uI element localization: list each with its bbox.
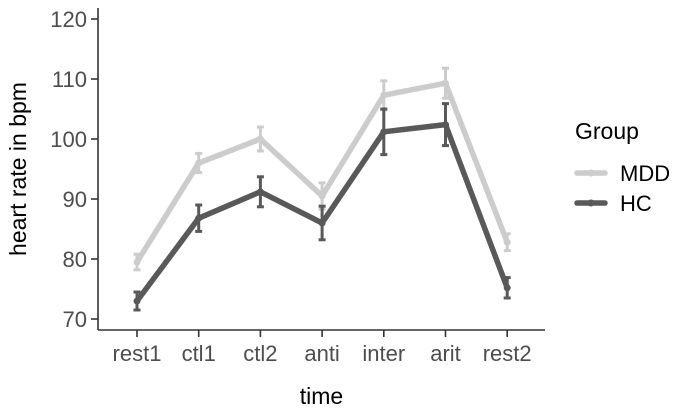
legend-label: HC [620,191,652,216]
data-point [380,128,388,136]
axes: 70 80 90 100 110 120 rest1 ctl1 ctl2 anti inter ar… [50,7,545,366]
x-tick-label: rest1 [113,341,162,366]
x-axis-title: time [300,383,343,409]
legend-items: MDD HC [574,161,670,216]
legend-label: MDD [620,161,670,186]
legend-item-hc: HC [574,191,652,216]
legend: Group MDD HC [574,118,670,216]
series-mdd [133,66,511,272]
data-point [503,284,511,292]
x-tick-label: ctl2 [243,341,277,366]
data-point [442,121,449,129]
data-point [380,91,388,99]
series-hc [133,102,511,312]
x-ticks: rest1 ctl1 ctl2 anti inter arit rest2 [113,330,532,366]
data-point [195,159,203,167]
y-axis-title: heart rate in bpm [5,82,31,256]
y-tick-label: 80 [63,247,87,272]
legend-title: Group [575,118,639,144]
y-tick-label: 90 [63,187,87,212]
data-point [503,238,511,246]
data-point [442,79,449,87]
x-tick-label: rest2 [483,341,532,366]
data-point [133,258,141,266]
y-ticks: 70 80 90 100 110 120 [50,7,98,332]
y-tick-label: 70 [63,307,87,332]
data-point [195,214,203,222]
y-tick-label: 110 [52,67,87,92]
data-point [256,188,264,196]
data-point [318,192,326,200]
legend-item-mdd: MDD [574,161,670,186]
data-point [133,297,141,305]
y-tick-label: 100 [50,127,87,152]
data-point [318,219,326,227]
y-tick-label: 120 [50,7,87,32]
series-layer [133,66,511,312]
x-tick-label: arit [430,341,461,366]
x-tick-label: ctl1 [182,341,216,366]
x-tick-label: inter [362,341,405,366]
x-tick-label: anti [304,341,339,366]
data-point [256,135,264,143]
